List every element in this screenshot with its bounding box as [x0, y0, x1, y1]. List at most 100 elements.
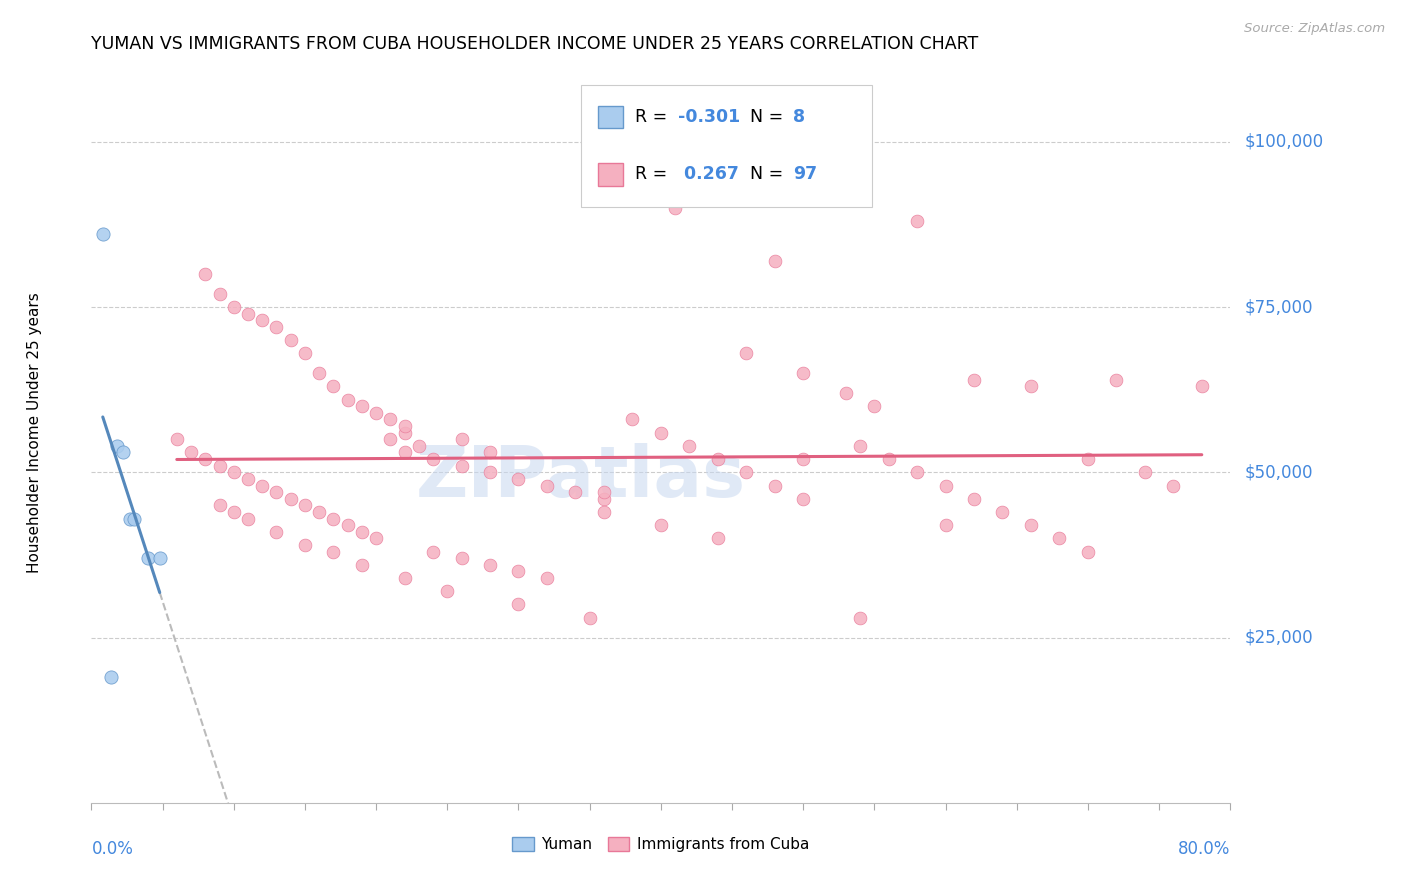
- Text: 97: 97: [793, 165, 817, 184]
- Point: [394, 445, 416, 459]
- Point: [1049, 532, 1071, 546]
- Point: [934, 478, 956, 492]
- Point: [536, 571, 558, 585]
- Point: [1019, 379, 1042, 393]
- Point: [1191, 379, 1213, 393]
- Point: [863, 399, 886, 413]
- Point: [350, 399, 373, 413]
- Point: [280, 333, 302, 347]
- Point: [194, 452, 217, 467]
- Point: [364, 406, 387, 420]
- Point: [1161, 478, 1184, 492]
- Text: 8: 8: [793, 108, 806, 126]
- Point: [1077, 544, 1099, 558]
- Text: $50,000: $50,000: [1244, 463, 1313, 482]
- Point: [222, 465, 245, 479]
- Point: [735, 346, 758, 360]
- Point: [905, 465, 928, 479]
- Point: [508, 472, 530, 486]
- Text: 80.0%: 80.0%: [1178, 840, 1230, 858]
- Point: [266, 319, 288, 334]
- Text: N =: N =: [749, 165, 789, 184]
- Point: [593, 485, 616, 500]
- Point: [1019, 518, 1042, 533]
- Point: [208, 499, 231, 513]
- Point: [91, 227, 114, 242]
- Point: [792, 491, 814, 506]
- Point: [336, 518, 359, 533]
- Point: [111, 445, 134, 459]
- Text: 0.267: 0.267: [678, 165, 738, 184]
- Point: [308, 505, 330, 519]
- Text: R =: R =: [634, 165, 672, 184]
- Point: [1105, 373, 1128, 387]
- Text: $25,000: $25,000: [1244, 629, 1313, 647]
- Point: [105, 439, 128, 453]
- Point: [422, 544, 444, 558]
- Point: [536, 478, 558, 492]
- Point: [593, 505, 616, 519]
- Text: 0.0%: 0.0%: [91, 840, 134, 858]
- Point: [735, 465, 758, 479]
- FancyBboxPatch shape: [598, 106, 623, 128]
- Point: [222, 300, 245, 314]
- Text: R =: R =: [634, 108, 672, 126]
- Text: ZIPatlas: ZIPatlas: [416, 442, 747, 511]
- Point: [294, 499, 316, 513]
- Point: [877, 452, 900, 467]
- Point: [180, 445, 202, 459]
- Text: $75,000: $75,000: [1244, 298, 1313, 316]
- Point: [350, 524, 373, 539]
- Point: [820, 168, 842, 182]
- Point: [236, 472, 259, 486]
- Point: [394, 425, 416, 440]
- Point: [380, 412, 402, 426]
- Point: [792, 366, 814, 380]
- Point: [835, 386, 858, 401]
- Point: [678, 439, 700, 453]
- Point: [1133, 465, 1156, 479]
- Text: Source: ZipAtlas.com: Source: ZipAtlas.com: [1244, 22, 1385, 36]
- Point: [763, 253, 786, 268]
- Point: [905, 214, 928, 228]
- Point: [138, 551, 160, 566]
- Point: [294, 538, 316, 552]
- Point: [266, 524, 288, 539]
- Point: [122, 511, 145, 525]
- FancyBboxPatch shape: [581, 85, 872, 207]
- Point: [849, 610, 872, 624]
- Point: [650, 425, 672, 440]
- Point: [266, 485, 288, 500]
- Point: [436, 584, 458, 599]
- Point: [450, 551, 472, 566]
- Point: [422, 452, 444, 467]
- Point: [350, 558, 373, 572]
- Point: [621, 412, 644, 426]
- Text: YUMAN VS IMMIGRANTS FROM CUBA HOUSEHOLDER INCOME UNDER 25 YEARS CORRELATION CHAR: YUMAN VS IMMIGRANTS FROM CUBA HOUSEHOLDE…: [91, 35, 979, 53]
- Point: [380, 432, 402, 446]
- Point: [706, 452, 728, 467]
- Point: [508, 565, 530, 579]
- Point: [236, 511, 259, 525]
- Text: -0.301: -0.301: [678, 108, 740, 126]
- Point: [564, 485, 586, 500]
- Point: [208, 286, 231, 301]
- Point: [149, 551, 172, 566]
- Point: [450, 458, 472, 473]
- Point: [336, 392, 359, 407]
- Point: [963, 491, 986, 506]
- Point: [394, 571, 416, 585]
- Point: [991, 505, 1014, 519]
- Point: [118, 511, 141, 525]
- Point: [322, 544, 344, 558]
- Point: [508, 598, 530, 612]
- Point: [478, 465, 502, 479]
- Point: [166, 432, 188, 446]
- Point: [394, 419, 416, 434]
- Point: [664, 201, 686, 215]
- Point: [322, 511, 344, 525]
- Point: [763, 478, 786, 492]
- Point: [650, 518, 672, 533]
- Point: [578, 610, 600, 624]
- Point: [478, 445, 502, 459]
